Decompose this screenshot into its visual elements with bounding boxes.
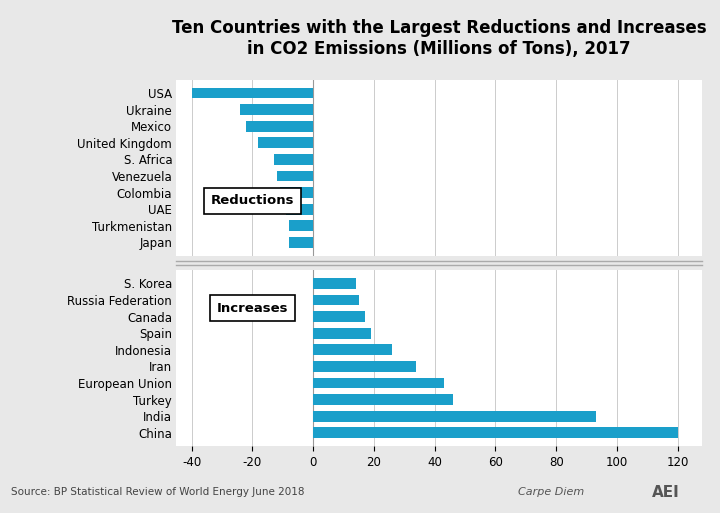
Bar (240, 104, 313, 115)
Bar (313, 294, 359, 305)
Bar (286, 204, 313, 214)
Bar (313, 411, 595, 422)
Bar (313, 394, 453, 405)
Text: Increases: Increases (217, 302, 288, 315)
Bar (192, 88, 313, 98)
Bar (313, 361, 416, 372)
Bar (246, 121, 313, 131)
Bar (313, 344, 392, 355)
Text: Carpe Diem: Carpe Diem (518, 487, 585, 498)
Bar (276, 171, 313, 182)
Bar (313, 311, 365, 322)
Bar (313, 378, 444, 388)
Bar (258, 137, 313, 148)
Bar (313, 328, 371, 339)
Bar (274, 154, 313, 165)
Text: Source: BP Statistical Review of World Energy June 2018: Source: BP Statistical Review of World E… (11, 487, 305, 498)
Bar (289, 237, 313, 248)
Bar (313, 427, 678, 438)
Text: AEI: AEI (652, 485, 680, 500)
Bar (279, 187, 313, 198)
Text: Ten Countries with the Largest Reductions and Increases
in CO2 Emissions (Millio: Ten Countries with the Largest Reduction… (172, 19, 706, 58)
Bar (289, 221, 313, 231)
Text: Reductions: Reductions (211, 194, 294, 207)
Bar (313, 278, 356, 289)
